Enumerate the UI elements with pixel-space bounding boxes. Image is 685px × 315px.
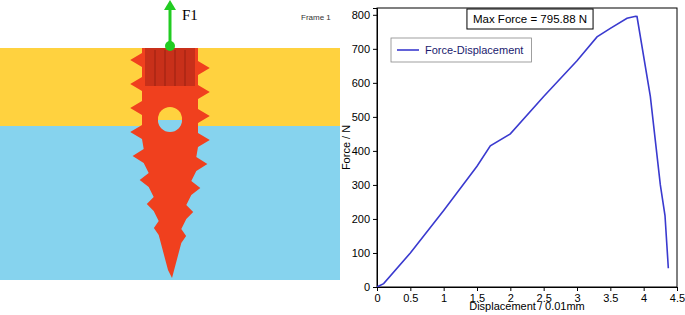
y-tick-mark — [373, 287, 377, 288]
y-tick-mark — [373, 15, 377, 16]
plot-frame — [377, 8, 677, 287]
x-tick-mark — [610, 287, 611, 291]
hole — [158, 107, 182, 131]
plot-area — [377, 16, 668, 287]
annotation: Max Force = 795.88 N — [467, 9, 593, 29]
annotation-text: Max Force = 795.88 N — [473, 13, 587, 25]
y-tick: 0 — [364, 281, 377, 293]
x-tick-label: 3.5 — [603, 292, 618, 304]
x-tick-mark — [677, 287, 678, 291]
y-tick: 100 — [352, 247, 377, 259]
legend: Force-Displacement — [391, 38, 531, 62]
force-arrow — [169, 8, 172, 46]
y-tick-label: 0 — [364, 281, 370, 293]
series-line — [377, 16, 668, 287]
x-tick: 0 — [374, 287, 380, 304]
y-axis-line — [373, 9, 378, 288]
x-tick-label: 0 — [374, 292, 380, 304]
legend-swatch — [397, 49, 419, 51]
y-tick: 400 — [352, 145, 377, 157]
x-tick-mark — [510, 287, 511, 291]
screw-diagram — [0, 0, 340, 280]
y-tick-label: 700 — [352, 43, 370, 55]
y-axis: 0 100 200 300 400 500 600 700 800 — [352, 9, 378, 294]
legend-box — [391, 38, 531, 62]
legend-label: Force-Displacement — [425, 44, 523, 56]
x-tick: 4.5 — [670, 287, 685, 304]
socket-edge — [175, 50, 176, 86]
y-tick-mark — [373, 49, 377, 50]
x-tick-mark — [410, 287, 411, 291]
y-tick-label: 500 — [352, 111, 370, 123]
y-tick: 200 — [352, 213, 377, 225]
x-tick-mark — [644, 287, 645, 291]
screw — [130, 48, 210, 278]
y-tick-label: 600 — [352, 77, 370, 89]
annotation-box — [467, 9, 593, 29]
x-tick-mark — [444, 287, 445, 291]
y-tick-mark — [373, 151, 377, 152]
force-point — [165, 41, 175, 51]
y-tick-label: 200 — [352, 213, 370, 225]
socket-edge — [155, 50, 156, 86]
x-tick-label: 4 — [641, 292, 647, 304]
force-label: F1 — [182, 7, 198, 23]
y-tick: 300 — [352, 179, 377, 191]
y-tick-mark — [373, 185, 377, 186]
y-tick-mark — [373, 83, 377, 84]
y-tick: 800 — [352, 9, 377, 21]
socket-edge — [165, 50, 166, 86]
y-tick: 600 — [352, 77, 377, 89]
y-tick-label: 300 — [352, 179, 370, 191]
x-axis-line — [378, 288, 678, 292]
y-tick-mark — [373, 117, 377, 118]
y-tick-label: 800 — [352, 9, 370, 21]
figure: F1Frame 100.511.522.533.544.501002003004… — [0, 0, 685, 315]
x-tick: 3.5 — [603, 287, 618, 304]
x-tick-mark — [477, 287, 478, 291]
x-axis-title: Displacement / 0.01mm — [469, 300, 585, 312]
hole-lower — [158, 120, 182, 132]
x-tick: 4 — [641, 287, 647, 304]
socket-edge — [185, 50, 186, 86]
x-tick-mark — [577, 287, 578, 291]
y-tick: 700 — [352, 43, 377, 55]
y-tick-mark — [373, 219, 377, 220]
y-tick-label: 100 — [352, 247, 370, 259]
y-tick-label: 400 — [352, 145, 370, 157]
y-tick: 500 — [352, 111, 377, 123]
x-tick-mark — [544, 287, 545, 291]
x-tick: 0.5 — [403, 287, 418, 304]
screw-socket — [145, 48, 195, 86]
y-axis-title: Force / N — [340, 125, 352, 170]
x-tick: 1 — [441, 287, 447, 304]
x-tick-label: 0.5 — [403, 292, 418, 304]
x-tick-label: 4.5 — [670, 292, 685, 304]
y-tick-mark — [373, 253, 377, 254]
frame-label: Frame 1 — [301, 13, 331, 22]
x-tick-label: 1 — [441, 292, 447, 304]
force-arrow-head — [164, 0, 176, 10]
